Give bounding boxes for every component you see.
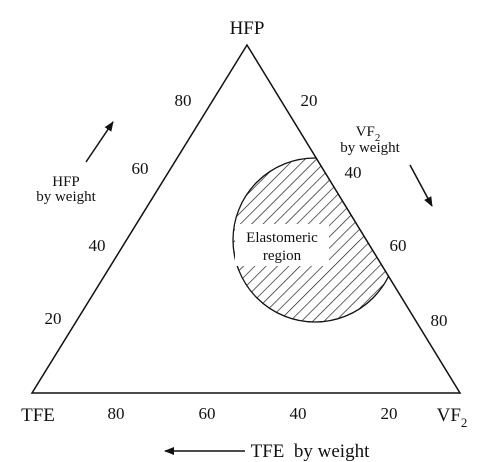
axis-arrow — [409, 164, 433, 207]
tick-label: 20 — [301, 91, 318, 110]
region-label: Elastomeric — [246, 230, 318, 246]
tick-label: 40 — [290, 404, 307, 423]
triangle — [30, 43, 462, 394]
tick-label: 80 — [175, 91, 192, 110]
axis-title: HFP — [52, 174, 80, 190]
region-label: region — [263, 248, 302, 264]
region-label-bg — [235, 224, 329, 266]
tick-label: 60 — [132, 159, 149, 178]
axis-title: TFE by weight — [251, 441, 370, 462]
axis-title: by weight — [340, 140, 400, 156]
vertex-label: HFP — [230, 18, 265, 39]
tick-label: 60 — [199, 404, 216, 423]
tick-label: 60 — [390, 236, 407, 255]
tick-label: 80 — [108, 404, 125, 423]
tick-label: 40 — [89, 236, 106, 255]
axis-title: VF2 — [356, 124, 381, 144]
axis-title: by weight — [36, 189, 96, 205]
axis-arrow — [85, 121, 114, 163]
tick-label: 80 — [431, 311, 448, 330]
vertex-label: TFE — [21, 405, 55, 426]
tick-label: 20 — [45, 309, 62, 328]
vertex-label: VF2 — [437, 405, 468, 430]
tick-label: 20 — [381, 404, 398, 423]
tick-label: 40 — [345, 163, 362, 182]
